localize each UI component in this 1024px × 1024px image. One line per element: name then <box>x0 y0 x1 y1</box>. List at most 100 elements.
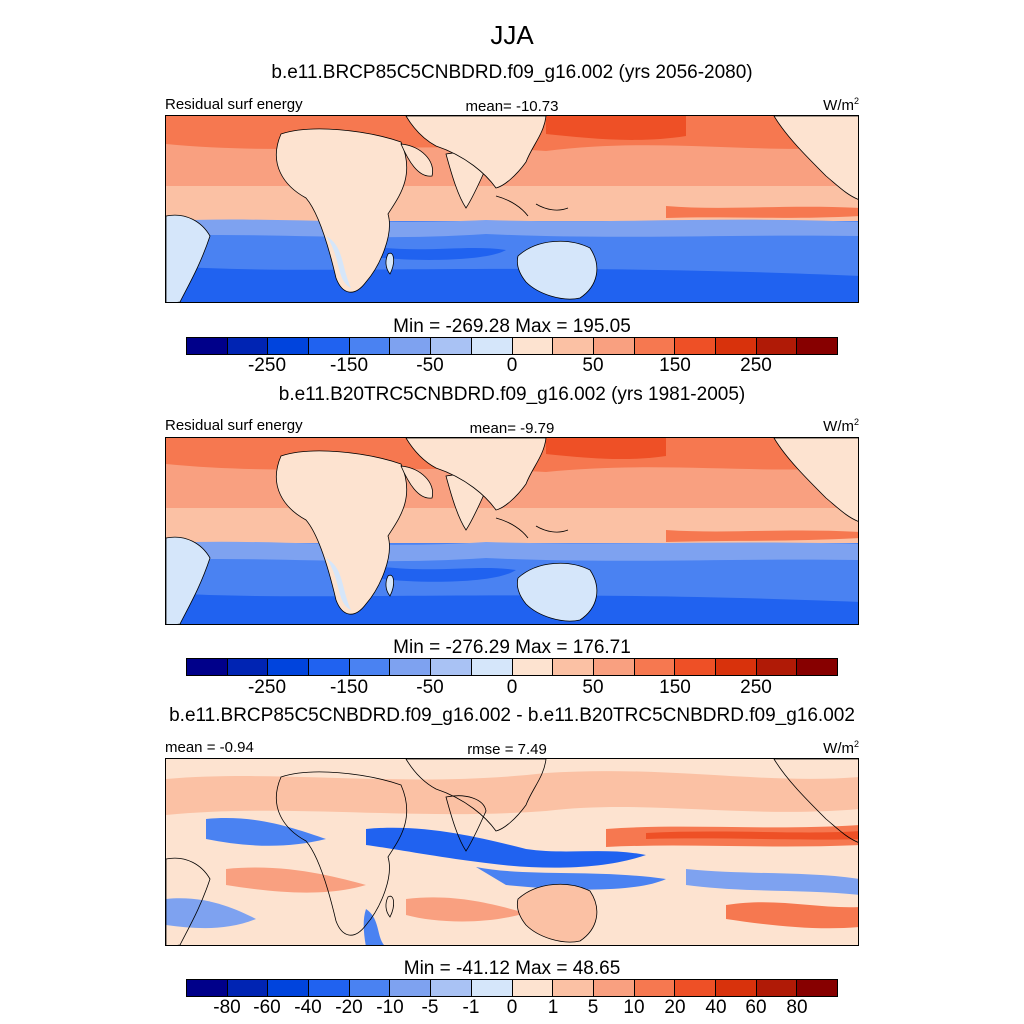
colorbar-swatch <box>268 980 310 996</box>
colorbar-swatch <box>349 659 391 675</box>
panel1-minmax: Min = -269.28 Max = 195.05 <box>393 316 631 337</box>
panel1-map <box>165 115 859 303</box>
colorbar-tick: -40 <box>294 997 322 1018</box>
colorbar-tick: 0 <box>506 997 518 1018</box>
panel2-case-title: b.e11.B20TRC5CNBDRD.f09_g16.002 (yrs 198… <box>278 384 746 405</box>
colorbar-tick: -20 <box>335 997 363 1018</box>
colorbar-tick: 1 <box>547 997 559 1018</box>
colorbar-tick: -1 <box>462 997 480 1018</box>
colorbar-swatch <box>227 980 269 996</box>
panel2-field-label: Residual surf energy <box>165 417 303 434</box>
panel2-map <box>165 437 859 625</box>
colorbar-swatch <box>349 980 391 996</box>
colorbar-swatch <box>390 338 432 354</box>
panel3-mean: mean = -0.94 <box>165 739 254 756</box>
colorbar-tick: 50 <box>582 677 604 698</box>
colorbar-swatch <box>715 338 757 354</box>
colorbar-swatch <box>715 659 757 675</box>
colorbar-swatch <box>593 338 635 354</box>
panel3-minmax: Min = -41.12 Max = 48.65 <box>403 958 621 979</box>
colorbar-tick: 250 <box>740 677 772 698</box>
colorbar-swatch <box>309 338 350 354</box>
colorbar-swatch <box>187 338 228 354</box>
colorbar-tick: 50 <box>582 355 604 376</box>
colorbar-tick: 150 <box>659 677 691 698</box>
colorbar-swatch <box>390 659 432 675</box>
colorbar-swatch <box>797 338 837 354</box>
panel3-case-title: b.e11.BRCP85C5CNBDRD.f09_g16.002 - b.e11… <box>169 705 855 726</box>
colorbar-swatch <box>227 659 269 675</box>
colorbar-tick: -150 <box>329 355 369 376</box>
colorbar-swatch <box>756 338 798 354</box>
colorbar-swatch <box>431 980 472 996</box>
panel3-colorbar-ticks: -80 -60 -40 -20 -10 -5 -1 0 1 5 10 20 40… <box>0 997 1024 1021</box>
colorbar-tick: 40 <box>705 997 727 1018</box>
colorbar-swatch <box>675 659 716 675</box>
colorbar-tick: -5 <box>421 997 439 1018</box>
panel2-mean: mean= -9.79 <box>469 420 555 437</box>
colorbar-swatch <box>756 659 798 675</box>
colorbar-swatch <box>349 338 391 354</box>
colorbar-tick: -60 <box>253 997 281 1018</box>
colorbar-tick: 20 <box>664 997 686 1018</box>
colorbar-swatch <box>675 338 716 354</box>
panel2-colorbar <box>186 658 838 676</box>
colorbar-tick: 60 <box>745 997 767 1018</box>
colorbar-swatch <box>634 659 676 675</box>
colorbar-swatch <box>512 659 554 675</box>
colorbar-tick: 0 <box>506 355 518 376</box>
colorbar-tick: 250 <box>740 355 772 376</box>
colorbar-swatch <box>309 659 350 675</box>
figure-title: JJA <box>490 20 534 50</box>
panel3-rmse: rmse = 7.49 <box>467 741 547 758</box>
colorbar-swatch <box>797 980 837 996</box>
colorbar-swatch <box>227 338 269 354</box>
panel3-map <box>165 758 859 946</box>
panel1-mean: mean= -10.73 <box>465 98 559 115</box>
colorbar-tick: 5 <box>587 997 599 1018</box>
colorbar-tick: 0 <box>506 677 518 698</box>
panel1-field-label: Residual surf energy <box>165 96 303 113</box>
colorbar-swatch <box>268 659 310 675</box>
colorbar-swatch <box>431 659 472 675</box>
colorbar-swatch <box>431 338 472 354</box>
colorbar-swatch <box>715 980 757 996</box>
colorbar-swatch <box>187 980 228 996</box>
panel1-units: W/m2 <box>823 96 859 114</box>
colorbar-swatch <box>553 980 594 996</box>
colorbar-swatch <box>553 659 594 675</box>
colorbar-swatch <box>512 980 554 996</box>
colorbar-tick: -50 <box>416 677 444 698</box>
panel2-colorbar-ticks: -250 -150 -50 0 50 150 250 <box>0 677 1024 701</box>
colorbar-swatch <box>634 980 676 996</box>
colorbar-swatch <box>593 659 635 675</box>
panel2-minmax: Min = -276.29 Max = 176.71 <box>393 637 631 658</box>
colorbar-swatch <box>471 338 513 354</box>
colorbar-swatch <box>471 980 513 996</box>
colorbar-tick: -80 <box>213 997 241 1018</box>
colorbar-swatch <box>187 659 228 675</box>
colorbar-swatch <box>797 659 837 675</box>
colorbar-swatch <box>675 980 716 996</box>
colorbar-tick: -10 <box>376 997 404 1018</box>
panel1-colorbar <box>186 337 838 355</box>
colorbar-swatch <box>471 659 513 675</box>
colorbar-swatch <box>553 338 594 354</box>
colorbar-swatch <box>390 980 432 996</box>
panel3-units: W/m2 <box>823 739 859 757</box>
panel1-case-title: b.e11.BRCP85C5CNBDRD.f09_g16.002 (yrs 20… <box>271 62 753 83</box>
panel2-units: W/m2 <box>823 417 859 435</box>
colorbar-swatch <box>268 338 310 354</box>
colorbar-swatch <box>593 980 635 996</box>
colorbar-tick: -50 <box>416 355 444 376</box>
colorbar-tick: -250 <box>247 677 287 698</box>
colorbar-tick: -250 <box>247 355 287 376</box>
colorbar-tick: 80 <box>786 997 808 1018</box>
colorbar-swatch <box>756 980 798 996</box>
colorbar-swatch <box>634 338 676 354</box>
panel3-colorbar <box>186 979 838 997</box>
colorbar-swatch <box>512 338 554 354</box>
colorbar-tick: 10 <box>623 997 645 1018</box>
colorbar-swatch <box>309 980 350 996</box>
panel1-colorbar-ticks: -250 -150 -50 0 50 150 250 <box>0 355 1024 379</box>
